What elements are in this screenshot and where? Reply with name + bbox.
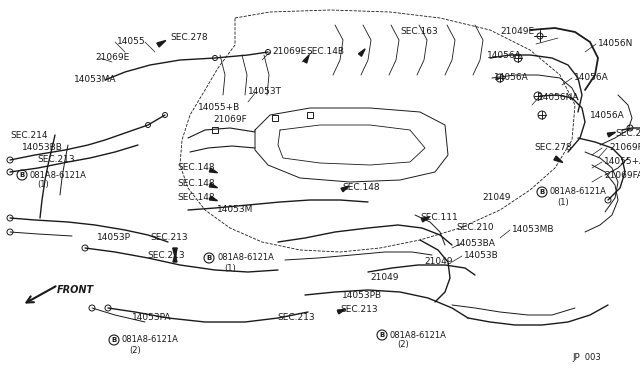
Text: 14055: 14055 bbox=[117, 38, 146, 46]
Text: 081A8-6121A: 081A8-6121A bbox=[550, 187, 607, 196]
Bar bbox=[272, 115, 278, 121]
Text: B: B bbox=[380, 332, 385, 338]
Text: 14053M: 14053M bbox=[217, 205, 253, 215]
Circle shape bbox=[109, 335, 119, 345]
Text: 14053BA: 14053BA bbox=[455, 238, 496, 247]
Polygon shape bbox=[173, 248, 177, 257]
Text: 21049: 21049 bbox=[370, 273, 399, 282]
Text: 21049E: 21049E bbox=[500, 28, 534, 36]
Text: 14053T: 14053T bbox=[248, 87, 282, 96]
Text: 21069E: 21069E bbox=[95, 54, 129, 62]
Text: B: B bbox=[111, 337, 116, 343]
Bar bbox=[307, 112, 313, 118]
Text: (2): (2) bbox=[397, 340, 409, 350]
Text: 14056A: 14056A bbox=[590, 110, 625, 119]
Text: SEC.148: SEC.148 bbox=[177, 179, 214, 187]
Polygon shape bbox=[157, 41, 166, 47]
Text: SEC.213: SEC.213 bbox=[150, 234, 188, 243]
Polygon shape bbox=[358, 49, 365, 56]
Text: SEC.14B: SEC.14B bbox=[306, 48, 344, 57]
Text: 14055+A: 14055+A bbox=[604, 157, 640, 167]
Text: 14053MB: 14053MB bbox=[512, 225, 554, 234]
Text: SEC.148: SEC.148 bbox=[342, 183, 380, 192]
Text: SEC.213: SEC.213 bbox=[277, 314, 315, 323]
Text: 14055+B: 14055+B bbox=[198, 103, 240, 112]
Text: 14053MA: 14053MA bbox=[74, 74, 116, 83]
Text: SEC.148: SEC.148 bbox=[177, 164, 214, 173]
Text: (1): (1) bbox=[557, 198, 569, 206]
Text: 21069FA: 21069FA bbox=[604, 171, 640, 180]
Text: (2): (2) bbox=[129, 346, 141, 355]
Text: SEC.278: SEC.278 bbox=[534, 144, 572, 153]
Text: SEC.214: SEC.214 bbox=[10, 131, 47, 140]
Polygon shape bbox=[607, 132, 616, 137]
Text: 14056A: 14056A bbox=[487, 51, 522, 60]
Polygon shape bbox=[554, 156, 563, 163]
Text: SEC.213: SEC.213 bbox=[147, 251, 184, 260]
Polygon shape bbox=[209, 168, 218, 173]
Bar bbox=[212, 127, 218, 133]
Text: B: B bbox=[206, 255, 212, 261]
Text: 21069E: 21069E bbox=[272, 48, 307, 57]
Text: B: B bbox=[540, 189, 545, 195]
Text: SEC.213: SEC.213 bbox=[37, 155, 75, 164]
Circle shape bbox=[17, 170, 27, 180]
Text: 14053B: 14053B bbox=[464, 251, 499, 260]
Text: 14053PB: 14053PB bbox=[342, 291, 382, 299]
Text: SEC.210: SEC.210 bbox=[615, 128, 640, 138]
Text: JP  003: JP 003 bbox=[572, 353, 601, 362]
Text: 081A8-6121A: 081A8-6121A bbox=[217, 253, 274, 263]
Text: 14056N: 14056N bbox=[598, 39, 634, 48]
Text: 14056A: 14056A bbox=[574, 74, 609, 83]
Polygon shape bbox=[209, 183, 218, 188]
Text: FRONT: FRONT bbox=[57, 285, 94, 295]
Text: 081A8-6121A: 081A8-6121A bbox=[122, 336, 179, 344]
Text: 14053PA: 14053PA bbox=[132, 314, 172, 323]
Polygon shape bbox=[341, 186, 349, 192]
Text: SEC.213: SEC.213 bbox=[340, 305, 378, 314]
Polygon shape bbox=[173, 254, 177, 262]
Polygon shape bbox=[209, 196, 218, 201]
Text: SEC.148: SEC.148 bbox=[177, 193, 214, 202]
Text: 14053BB: 14053BB bbox=[22, 142, 63, 151]
Circle shape bbox=[537, 187, 547, 197]
Text: 21069FA: 21069FA bbox=[609, 144, 640, 153]
Text: 14053P: 14053P bbox=[97, 234, 131, 243]
Polygon shape bbox=[303, 55, 309, 63]
Text: 21049: 21049 bbox=[482, 193, 511, 202]
Text: SEC.111: SEC.111 bbox=[420, 214, 458, 222]
Text: 081A8-6121A: 081A8-6121A bbox=[390, 330, 447, 340]
Text: 14056NA: 14056NA bbox=[538, 93, 579, 103]
Text: SEC.163: SEC.163 bbox=[400, 28, 438, 36]
Circle shape bbox=[377, 330, 387, 340]
Text: SEC.210: SEC.210 bbox=[456, 224, 493, 232]
Text: 081A8-6121A: 081A8-6121A bbox=[30, 170, 87, 180]
Text: 14056A: 14056A bbox=[494, 74, 529, 83]
Text: SEC.278: SEC.278 bbox=[170, 33, 207, 42]
Text: 21049: 21049 bbox=[424, 257, 452, 266]
Text: 21069F: 21069F bbox=[213, 115, 247, 125]
Circle shape bbox=[204, 253, 214, 263]
Polygon shape bbox=[421, 217, 429, 222]
Text: B: B bbox=[19, 172, 24, 178]
Text: (1): (1) bbox=[37, 180, 49, 189]
Text: (1): (1) bbox=[224, 263, 236, 273]
Polygon shape bbox=[337, 309, 346, 314]
